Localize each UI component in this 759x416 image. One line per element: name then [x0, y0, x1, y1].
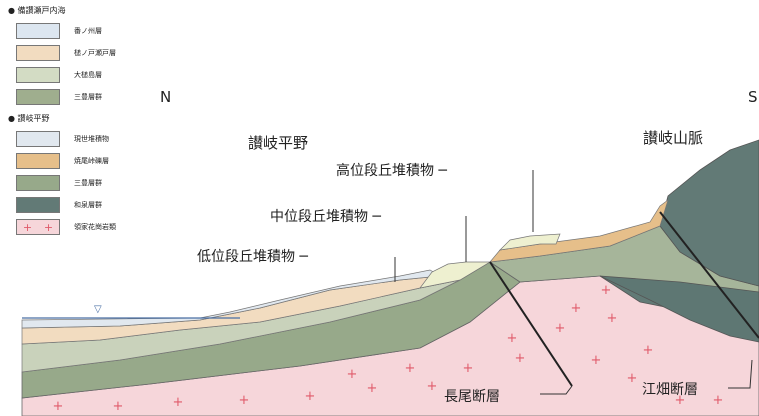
- legend-item: 三豊層群: [8, 86, 168, 108]
- granite-cross-icon: +: [515, 351, 526, 366]
- legend-label: 三豊層群: [74, 179, 102, 187]
- ebata-fault-leader: [728, 359, 753, 389]
- legend-swatch: [16, 89, 60, 105]
- legend-swatch: [16, 23, 60, 39]
- legend-swatch: [16, 197, 60, 213]
- granite-cross-icon: +: [643, 343, 654, 358]
- granite-cross-icon: +: [405, 361, 416, 376]
- granite-cross-icon: +: [463, 361, 474, 376]
- legend-item: 番ノ州層: [8, 20, 168, 42]
- legend-item: + + 領家花崗岩類: [8, 216, 168, 238]
- granite-cross-marks: + + + + + + + + + + + + + + + + + + + + +: [53, 283, 724, 414]
- granite-cross-icon: +: [367, 381, 378, 396]
- izumi-group-fault-block: [599, 275, 759, 343]
- legend-label: 槌ノ戸瀬戸層: [74, 49, 116, 57]
- ebata-fault-label: 江畑断層: [642, 382, 698, 398]
- legend-label: 三豊層群: [74, 93, 102, 101]
- legend-swatch: [16, 131, 60, 147]
- ebata-fault-line: [659, 211, 759, 339]
- north-label: N: [160, 88, 172, 106]
- legend-item: 焼尾峠礫層: [8, 150, 168, 172]
- granite-cross-icon: +: [173, 395, 184, 410]
- recent-deposits: [21, 269, 442, 329]
- legend-label: 領家花崗岩類: [74, 223, 116, 231]
- legend-swatch-granite: + +: [16, 219, 60, 235]
- high-terrace-deposit: [499, 233, 561, 251]
- granite-cross-icon: +: [347, 367, 358, 382]
- legend-label: 番ノ州層: [74, 27, 102, 35]
- legend-setouchi-list: 番ノ州層 槌ノ戸瀬戸層 大槌島層 三豊層群: [8, 20, 168, 108]
- granite-cross-icon: +: [591, 353, 602, 368]
- granite-cross-icon: +: [507, 331, 518, 346]
- legend-swatch: [16, 67, 60, 83]
- legend-label: 焼尾峠礫層: [74, 157, 109, 165]
- granite-cross-icon: +: [22, 220, 33, 234]
- granite-cross-icon: +: [555, 321, 566, 336]
- sea-level-icon: ▽: [94, 304, 102, 315]
- granite-cross-icon: +: [571, 301, 582, 316]
- granite-cross-icon: +: [113, 399, 124, 414]
- sanuki-mountains-label: 讃岐山脈: [643, 129, 704, 147]
- legend-swatch: [16, 175, 60, 191]
- nagao-fault-label: 長尾断層: [444, 389, 500, 405]
- legend-label: 現世堆積物: [74, 135, 109, 143]
- granite-cross-icon: +: [305, 389, 316, 404]
- granite-cross-icon: +: [427, 379, 438, 394]
- low-terrace-label: 低位段丘堆積物 ─: [197, 249, 308, 265]
- nagao-fault-line: [489, 261, 573, 387]
- granite-cross-icon: +: [239, 393, 250, 408]
- high-terrace-label: 高位段丘堆積物 ─: [336, 163, 447, 179]
- legend-sanuki-heading: ● 讃岐平野: [8, 114, 50, 123]
- legend-label: 和泉層群: [74, 201, 102, 209]
- sanuki-plain-label: 讃岐平野: [248, 134, 309, 152]
- nagao-fault-leader: [540, 385, 573, 395]
- granite-cross-icon: +: [53, 399, 64, 414]
- granite-cross-icon: +: [713, 393, 724, 408]
- mid-terrace-label: 中位段丘堆積物 ─: [270, 209, 381, 225]
- south-label: S: [748, 88, 758, 106]
- granite-cross-icon: +: [675, 393, 686, 408]
- legend-item: 三豊層群: [8, 172, 168, 194]
- granite-cross-icon: +: [607, 311, 618, 326]
- legend-label: 大槌島層: [74, 71, 102, 79]
- granite-cross-icon: +: [627, 371, 638, 386]
- granite-cross-icon: +: [43, 220, 54, 234]
- legend: ● 備讃瀬戸内海 番ノ州層 槌ノ戸瀬戸層 大槌島層 三豊層群 ● 讃岐平野: [8, 6, 168, 238]
- low-terrace-deposit: [419, 261, 492, 289]
- legend-swatch: [16, 153, 60, 169]
- legend-item: 大槌島層: [8, 64, 168, 86]
- legend-swatch: [16, 45, 60, 61]
- legend-setouchi-heading: ● 備讃瀬戸内海: [8, 6, 66, 15]
- granite-cross-icon: +: [601, 283, 612, 298]
- legend-sanuki-list: 現世堆積物 焼尾峠礫層 三豊層群 和泉層群 + + 領家花崗岩類: [8, 128, 168, 238]
- legend-item: 槌ノ戸瀬戸層: [8, 42, 168, 64]
- legend-item: 現世堆積物: [8, 128, 168, 150]
- legend-item: 和泉層群: [8, 194, 168, 216]
